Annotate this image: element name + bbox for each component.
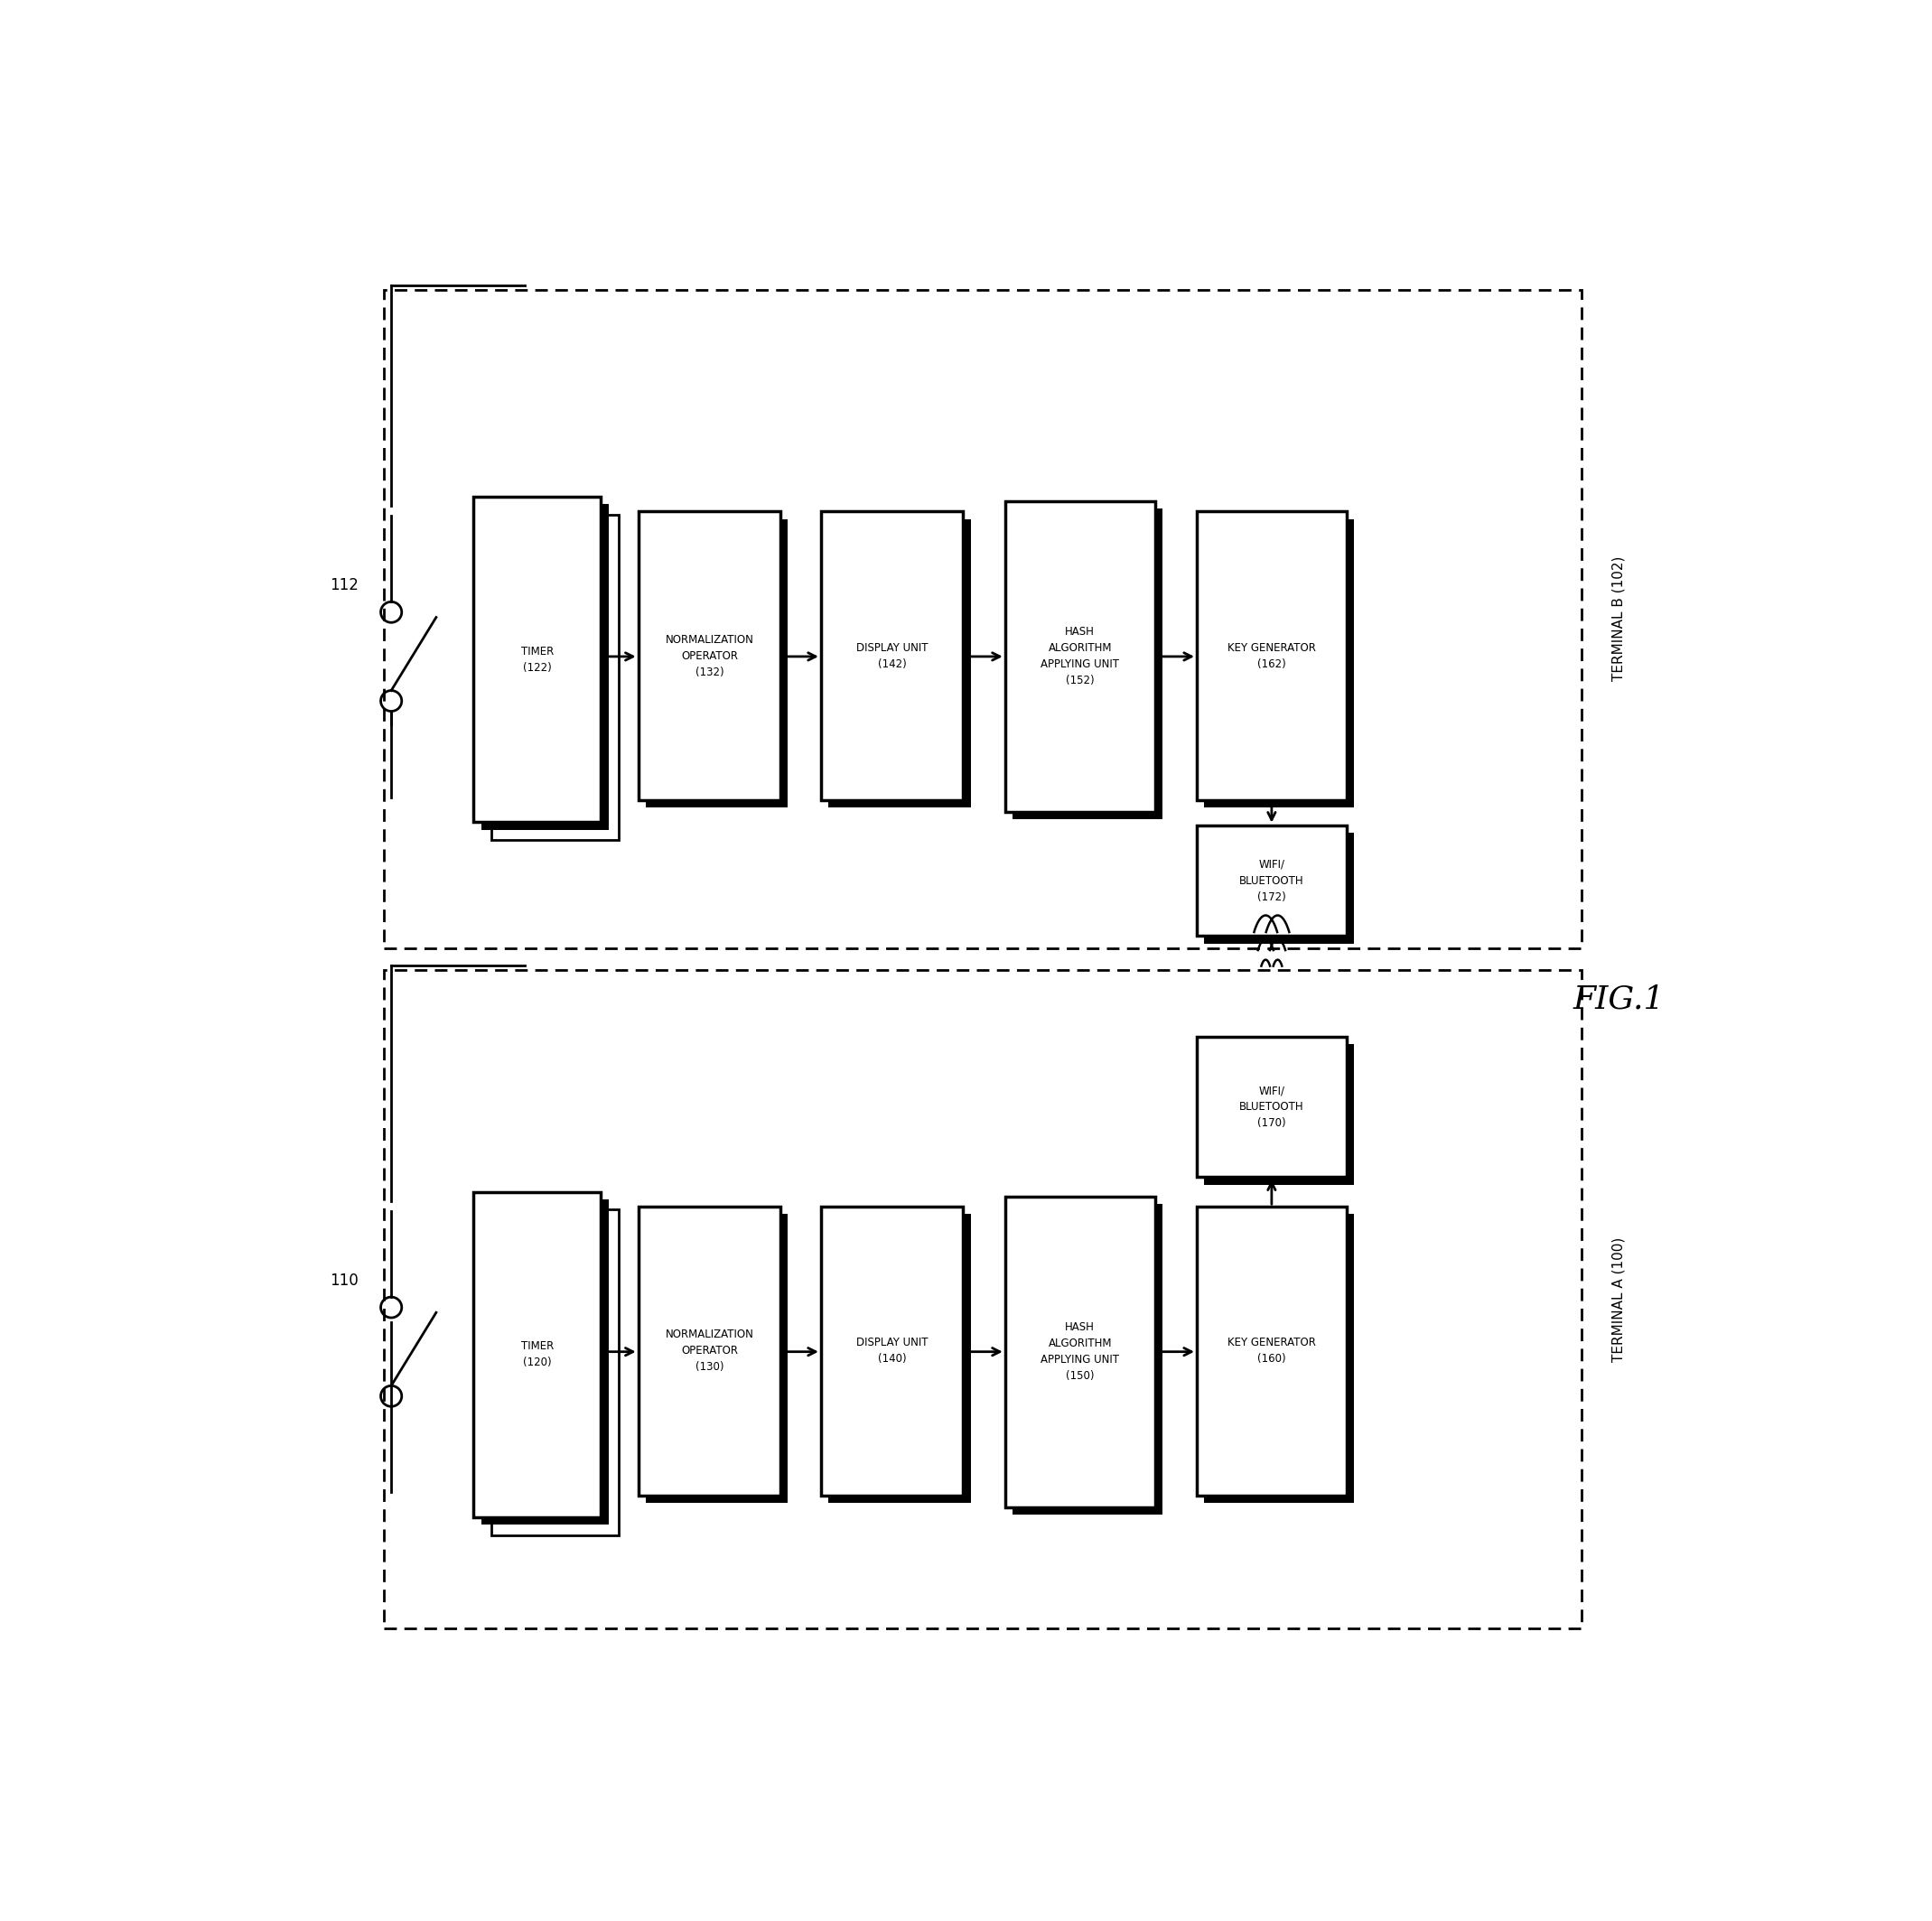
- Bar: [1005, 1197, 1155, 1508]
- Bar: [384, 290, 1582, 947]
- Bar: [384, 970, 1582, 1629]
- Bar: [829, 519, 970, 807]
- Bar: [1204, 1214, 1354, 1502]
- Bar: [491, 1210, 618, 1535]
- Bar: [1204, 519, 1354, 807]
- Bar: [473, 498, 601, 822]
- Bar: [829, 1214, 970, 1502]
- Bar: [1012, 509, 1163, 818]
- Bar: [1196, 1206, 1347, 1495]
- Bar: [645, 1214, 788, 1502]
- Text: WIFI/
BLUETOOTH
(172): WIFI/ BLUETOOTH (172): [1238, 859, 1304, 903]
- Bar: [821, 1206, 964, 1495]
- Bar: [1204, 1045, 1354, 1185]
- Text: NORMALIZATION
OPERATOR
(132): NORMALIZATION OPERATOR (132): [665, 634, 753, 678]
- Text: 112: 112: [330, 578, 357, 594]
- Bar: [1012, 1204, 1163, 1514]
- Bar: [1005, 501, 1155, 813]
- Text: TERMINAL A (100): TERMINAL A (100): [1611, 1237, 1627, 1362]
- Text: DISPLAY UNIT
(142): DISPLAY UNIT (142): [856, 642, 927, 670]
- Text: 110: 110: [330, 1272, 357, 1289]
- Bar: [1204, 832, 1354, 943]
- Text: HASH
ALGORITHM
APPLYING UNIT
(150): HASH ALGORITHM APPLYING UNIT (150): [1041, 1322, 1119, 1381]
- Text: KEY GENERATOR
(162): KEY GENERATOR (162): [1227, 642, 1316, 670]
- Text: KEY GENERATOR
(160): KEY GENERATOR (160): [1227, 1337, 1316, 1366]
- Text: NORMALIZATION
OPERATOR
(130): NORMALIZATION OPERATOR (130): [665, 1329, 753, 1374]
- Text: HASH
ALGORITHM
APPLYING UNIT
(152): HASH ALGORITHM APPLYING UNIT (152): [1041, 626, 1119, 688]
- Bar: [645, 519, 788, 807]
- Text: TIMER
(122): TIMER (122): [522, 645, 554, 674]
- Text: FIG.1: FIG.1: [1573, 984, 1665, 1014]
- Text: DISPLAY UNIT
(140): DISPLAY UNIT (140): [856, 1337, 927, 1366]
- Bar: [1196, 1037, 1347, 1178]
- Text: TERMINAL B (102): TERMINAL B (102): [1611, 557, 1627, 682]
- Text: TIMER
(120): TIMER (120): [522, 1341, 554, 1368]
- Bar: [1196, 826, 1347, 936]
- Bar: [481, 1199, 609, 1525]
- Bar: [821, 511, 964, 799]
- Bar: [473, 1191, 601, 1518]
- Bar: [638, 511, 781, 799]
- Bar: [491, 515, 618, 839]
- Bar: [481, 503, 609, 830]
- Bar: [638, 1206, 781, 1495]
- Text: WIFI/
BLUETOOTH
(170): WIFI/ BLUETOOTH (170): [1238, 1085, 1304, 1130]
- Bar: [1196, 511, 1347, 799]
